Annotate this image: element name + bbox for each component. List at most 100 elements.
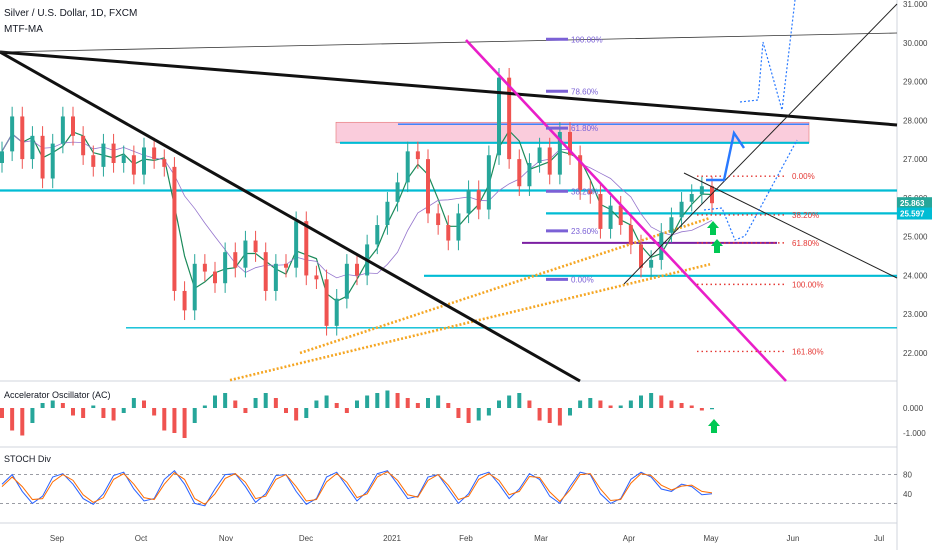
long-trend-line (0, 32, 898, 53)
candle-body (476, 190, 481, 210)
ac-bar (507, 395, 512, 408)
ac-bar (517, 393, 522, 408)
candle-body (314, 275, 319, 280)
ac-bar (608, 405, 613, 408)
ac-tick-label: 0.000 (903, 404, 924, 413)
candle-body (385, 201, 390, 226)
candle-body (273, 263, 278, 291)
ac-bar (689, 405, 694, 408)
ac-bar (273, 398, 278, 408)
x-tick-label: Sep (50, 534, 65, 543)
ac-bar (456, 408, 461, 418)
ac-bar (223, 393, 228, 408)
signal-arrows (707, 221, 723, 433)
ac-bar (152, 408, 157, 416)
ac-bar (669, 400, 674, 408)
candle-body (537, 147, 542, 163)
ac-bar (466, 408, 471, 423)
candle-body (20, 116, 25, 160)
candle-body (304, 221, 309, 276)
ac-bar (20, 408, 25, 436)
ac-bar (527, 400, 532, 408)
candle-body (456, 213, 461, 241)
ac-bar (578, 400, 583, 408)
candle-body (679, 201, 684, 218)
candle-body (233, 252, 238, 268)
candle-body (466, 190, 471, 214)
bullish-projection-arrow (706, 129, 745, 182)
ac-bar (415, 403, 420, 408)
candle-body (547, 147, 552, 175)
ac-bar (344, 408, 349, 413)
candle-body (395, 182, 400, 202)
ac-bar (243, 408, 248, 413)
ac-bar (314, 400, 319, 408)
y-tick-label: 22.000 (903, 349, 928, 358)
candle-body (649, 259, 654, 268)
candle-body (324, 279, 329, 326)
ac-bar (679, 403, 684, 408)
candle-body (172, 166, 177, 291)
candle-body (202, 263, 207, 272)
candle-body (142, 147, 146, 175)
channel-line (465, 39, 787, 382)
candle-body (588, 190, 593, 195)
trend-lines[interactable] (0, 3, 898, 383)
candle-body (284, 263, 288, 268)
ac-bar (142, 400, 146, 408)
ac-bar (365, 395, 370, 408)
ac-bar (588, 398, 593, 408)
ac-bar (304, 408, 309, 418)
candle-body (121, 155, 126, 163)
candle-body (0, 151, 4, 163)
stoch-lines (0, 470, 897, 507)
ac-bar (284, 408, 288, 413)
x-tick-label: Mar (534, 534, 548, 543)
ac-bar (71, 408, 75, 416)
stoch-line (1, 471, 713, 505)
ac-bar (628, 400, 633, 408)
level-price-label: 25.597 (900, 210, 925, 219)
candle-body (81, 135, 86, 156)
x-tick-label: Oct (135, 534, 148, 543)
ac-bar (182, 408, 187, 438)
descending-wedge-line (683, 172, 898, 279)
chart-title: Silver / U.S. Dollar, 1D, FXCM (4, 8, 138, 19)
ac-bar (405, 398, 410, 408)
candle-body (426, 159, 430, 214)
ac-bar (162, 408, 167, 431)
ac-bar (537, 408, 542, 421)
candle-body (578, 155, 583, 191)
candle-body (699, 186, 704, 195)
fib-lower-label: 61.80% (792, 239, 819, 248)
candle-body (405, 151, 410, 183)
candle-body (71, 116, 75, 136)
ac-bar (60, 403, 65, 408)
last-price-label-box (897, 197, 932, 210)
candle-body (152, 147, 157, 160)
ac-bar (618, 405, 623, 408)
ac-bar (263, 393, 268, 408)
candle-body (30, 135, 35, 160)
stoch-pane-title: STOCH Div (4, 454, 51, 464)
ac-bar (476, 408, 481, 421)
ac-bar (10, 408, 15, 431)
candle-body (568, 131, 572, 156)
ac-bar (324, 395, 329, 408)
ac-bar (375, 393, 380, 408)
candle-body (60, 116, 65, 144)
ac-bar (192, 408, 197, 423)
fib-levels[interactable]: 100.00% 78.60% 61.80% 38.20% 23.60% 0.00% 0.00… (546, 35, 824, 356)
candle-body (192, 263, 197, 311)
fib-upper-label: 23.60% (571, 227, 598, 236)
candle-body (436, 213, 441, 226)
candle-body (710, 186, 714, 204)
candle-body (557, 131, 562, 175)
ac-bar (547, 408, 552, 423)
y-tick-label: 28.000 (903, 116, 928, 125)
projection-paths[interactable] (703, 0, 798, 241)
last-price-label: 25.863 (900, 199, 925, 208)
bullish-projection-path (739, 0, 796, 111)
ac-bar (497, 400, 501, 408)
